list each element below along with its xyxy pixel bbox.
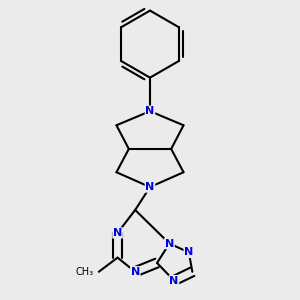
Text: N: N bbox=[113, 228, 122, 238]
Text: N: N bbox=[146, 106, 154, 116]
Text: CH₃: CH₃ bbox=[75, 267, 94, 277]
Text: N: N bbox=[165, 238, 174, 248]
Text: N: N bbox=[169, 276, 178, 286]
Text: N: N bbox=[146, 182, 154, 192]
Text: N: N bbox=[130, 267, 140, 277]
Text: N: N bbox=[184, 248, 194, 257]
